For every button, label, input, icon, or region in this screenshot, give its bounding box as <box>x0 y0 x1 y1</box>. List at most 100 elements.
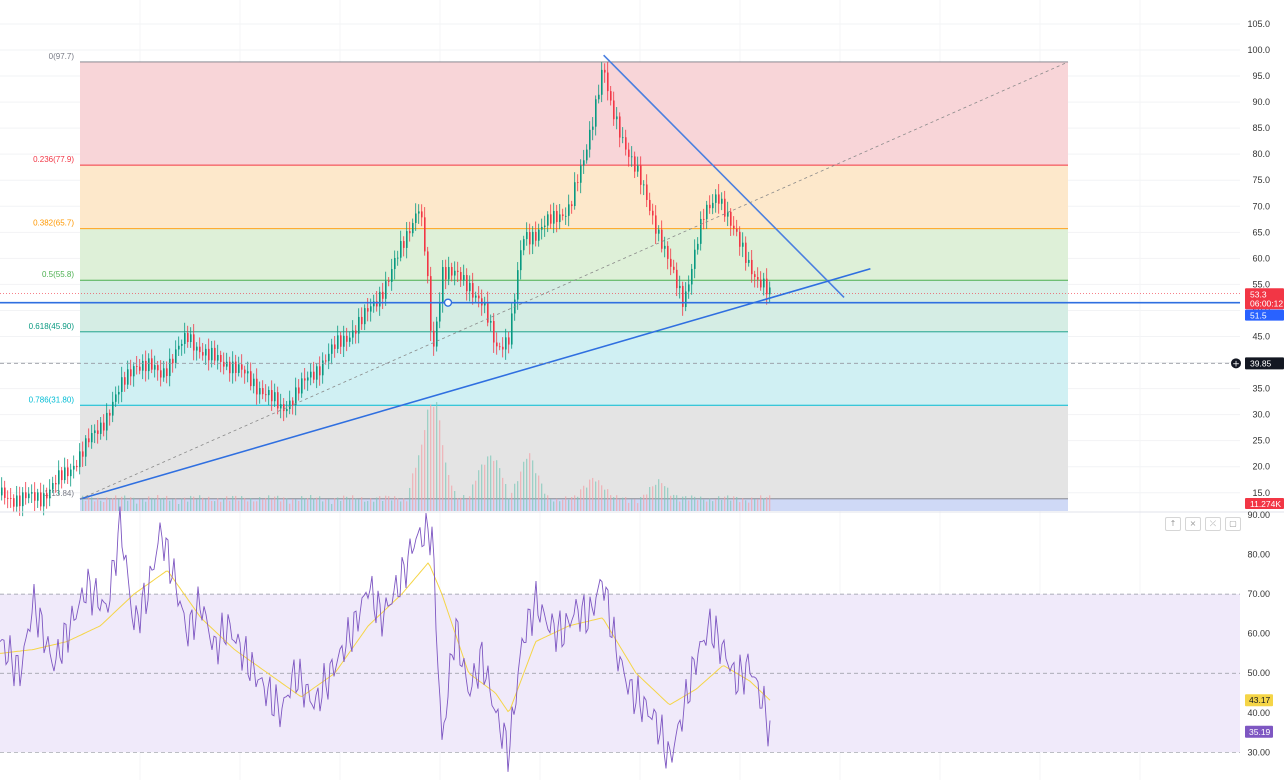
candle-body <box>358 316 360 334</box>
volume-bar <box>727 495 729 511</box>
candle-body <box>394 257 396 270</box>
price-axis-tick: 85.0 <box>1252 123 1270 133</box>
volume-bar <box>679 501 681 511</box>
candle-body <box>391 269 393 282</box>
volume-bar <box>652 486 654 511</box>
candle-body <box>163 368 165 378</box>
volume-bar <box>613 497 615 511</box>
candle-body <box>322 360 324 376</box>
close-pane-icon[interactable]: × <box>1185 517 1201 531</box>
volume-bar <box>766 497 768 511</box>
candle-body <box>91 433 93 443</box>
collapse-pane-icon[interactable]: ⤫ <box>1205 517 1221 531</box>
candle-body <box>703 218 705 220</box>
candle-body <box>655 215 657 234</box>
candle-body <box>283 404 285 412</box>
volume-bar <box>442 445 444 511</box>
volume-bar <box>85 500 87 511</box>
candle-body <box>304 378 306 381</box>
fib-zone <box>80 331 1068 406</box>
candle-body <box>640 165 642 185</box>
volume-bar <box>457 498 459 511</box>
volume-bar <box>466 499 468 511</box>
volume-bar <box>697 500 699 511</box>
volume-bar <box>667 487 669 511</box>
volume-bar <box>757 499 759 511</box>
volume-bar <box>379 496 381 511</box>
volume-bar <box>244 497 246 511</box>
candle-body <box>628 149 630 157</box>
candle-body <box>208 348 210 361</box>
candle-body <box>40 492 42 507</box>
candle-body <box>508 337 510 345</box>
price-tag-text: 39.85 <box>1250 358 1272 368</box>
volume-bar <box>376 497 378 511</box>
candle-body <box>589 129 591 150</box>
move-up-icon[interactable]: ↑ <box>1165 517 1181 531</box>
candle-body <box>454 270 456 276</box>
volume-bar <box>373 501 375 511</box>
volume-bar <box>253 501 255 511</box>
volume-bar <box>541 483 543 511</box>
candle-body <box>664 245 666 249</box>
candle-body <box>190 334 192 343</box>
candle-body <box>187 333 189 343</box>
candle-body <box>430 276 432 331</box>
volume-bar <box>367 501 369 511</box>
candle-body <box>583 160 585 166</box>
volume-bar <box>109 499 111 511</box>
candle-body <box>448 267 450 280</box>
candle-body <box>748 259 750 263</box>
volume-bar <box>370 498 372 511</box>
candle-body <box>247 371 249 374</box>
candle-body <box>352 330 354 338</box>
volume-bar <box>715 499 717 511</box>
volume-bar <box>220 501 222 511</box>
candle-body <box>157 365 159 371</box>
price-tag-text: 06:00:12 <box>1250 298 1283 308</box>
candle-body <box>28 493 30 499</box>
volume-bar <box>472 484 474 511</box>
volume-bar <box>136 503 138 511</box>
volume-bar <box>511 492 513 511</box>
volume-bar <box>148 496 150 511</box>
volume-bar <box>718 496 720 511</box>
candle-body <box>343 335 345 347</box>
candle-body <box>622 137 624 139</box>
candle-body <box>496 342 498 347</box>
candle-body <box>61 470 63 481</box>
volume-bar <box>703 499 705 511</box>
candle-body <box>469 283 471 292</box>
maximize-pane-icon[interactable]: ▢ <box>1225 517 1241 531</box>
volume-bar <box>640 496 642 511</box>
candle-body <box>418 211 420 214</box>
candle-body <box>601 69 603 95</box>
volume-bar <box>619 499 621 511</box>
candle-body <box>385 281 387 299</box>
volume-bar <box>430 404 432 511</box>
volume-bar <box>526 458 528 511</box>
volume-bar <box>385 495 387 511</box>
candle-body <box>610 91 612 101</box>
volume-bar <box>424 430 426 511</box>
volume-bar <box>607 489 609 511</box>
candle-body <box>493 321 495 343</box>
candle-body <box>442 267 444 303</box>
candle-body <box>97 430 99 434</box>
volume-bar <box>580 489 582 511</box>
candle-body <box>661 229 663 249</box>
volume-bar <box>496 460 498 511</box>
candle-body <box>253 378 255 387</box>
volume-bar <box>418 455 420 511</box>
candle-body <box>334 344 336 349</box>
volume-bar <box>406 501 408 511</box>
fib-level-label: 0.786(31.80) <box>29 395 75 404</box>
candle-body <box>256 378 258 395</box>
candle-body <box>67 467 69 477</box>
candle-body <box>319 366 321 376</box>
candle-body <box>79 451 81 468</box>
volume-bar <box>130 497 132 511</box>
candle-body <box>259 388 261 395</box>
candle-body <box>397 257 399 259</box>
